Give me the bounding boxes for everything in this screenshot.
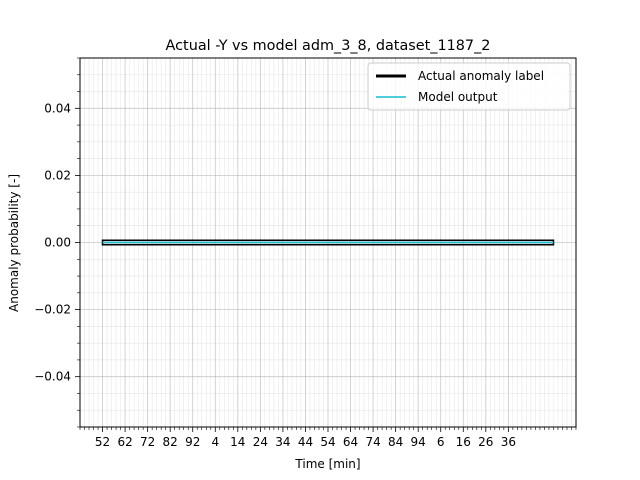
y-tick-label: −0.04 bbox=[34, 370, 71, 384]
x-tick-label: 34 bbox=[275, 435, 290, 449]
x-tick-label: 36 bbox=[501, 435, 516, 449]
x-tick-label: 14 bbox=[230, 435, 245, 449]
x-axis: 52 62 72 82 92 4 14 24 34 44 54 64 74 84 94 6 16 26 36 bbox=[79, 427, 577, 449]
x-tick-label: 82 bbox=[163, 435, 178, 449]
x-tick-label: 4 bbox=[211, 435, 219, 449]
y-tick-label: 0.00 bbox=[44, 236, 71, 250]
y-tick-label: 0.02 bbox=[44, 168, 71, 182]
x-tick-label: 26 bbox=[478, 435, 493, 449]
legend-label-actual: Actual anomaly label bbox=[418, 69, 544, 83]
x-tick-label: 24 bbox=[253, 435, 268, 449]
x-tick-label: 64 bbox=[343, 435, 358, 449]
y-axis: −0.04 −0.02 0.00 0.02 0.04 bbox=[34, 57, 80, 428]
y-tick-label: −0.02 bbox=[34, 303, 71, 317]
x-tick-label: 62 bbox=[117, 435, 132, 449]
x-tick-label: 54 bbox=[320, 435, 335, 449]
x-tick-label: 74 bbox=[365, 435, 380, 449]
x-tick-label: 44 bbox=[298, 435, 313, 449]
x-tick-label: 72 bbox=[140, 435, 155, 449]
x-axis-label: Time [min] bbox=[294, 457, 360, 471]
x-tick-label: 92 bbox=[185, 435, 200, 449]
x-tick-label: 6 bbox=[437, 435, 445, 449]
x-tick-label: 52 bbox=[95, 435, 110, 449]
legend-box bbox=[367, 62, 571, 111]
x-tick-label: 84 bbox=[388, 435, 403, 449]
y-axis-label: Anomaly probability [-] bbox=[7, 174, 21, 312]
series-layer bbox=[101, 239, 555, 246]
legend-label-model: Model output bbox=[418, 90, 498, 104]
x-tick-label: 16 bbox=[456, 435, 471, 449]
chart-title: Actual -Y vs model adm_3_8, dataset_1187… bbox=[166, 38, 491, 54]
x-tick-label: 94 bbox=[411, 435, 426, 449]
legend: Actual anomaly label Model output bbox=[367, 62, 571, 111]
y-tick-label: 0.04 bbox=[44, 101, 71, 115]
